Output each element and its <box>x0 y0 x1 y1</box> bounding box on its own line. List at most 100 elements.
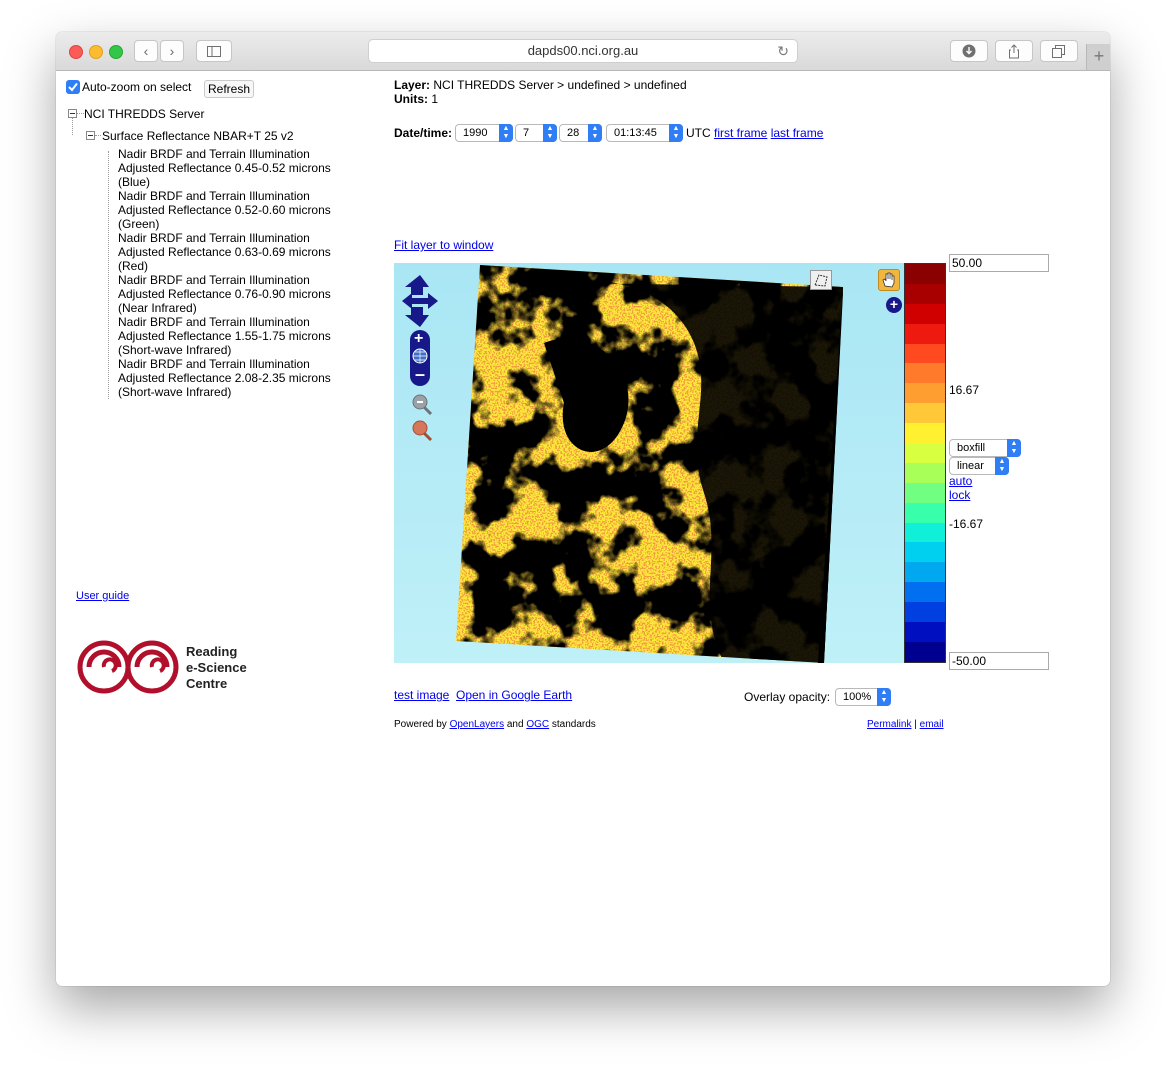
checkmark-icon <box>68 82 78 92</box>
palette-cell <box>905 383 945 404</box>
user-guide-link[interactable]: User guide <box>76 590 130 602</box>
palette-cell <box>905 343 945 364</box>
tree-leaf-near-infrared[interactable]: Nadir BRDF and Terrain Illumination Adju… <box>118 273 338 315</box>
leaf-line: (Blue) <box>118 175 151 189</box>
zoom-bar[interactable]: + – <box>410 330 430 386</box>
email-link[interactable]: email <box>919 719 944 730</box>
close-window-button[interactable] <box>69 45 83 59</box>
reload-icon[interactable]: ↻ <box>777 43 789 59</box>
tree-leaf-swir-1[interactable]: Nadir BRDF and Terrain Illumination Adju… <box>118 315 338 357</box>
plus-icon: + <box>889 296 899 312</box>
separator-text: | <box>914 719 917 730</box>
layer-switcher-toggle[interactable]: + <box>886 297 902 313</box>
palette-cell <box>905 423 945 444</box>
time-select[interactable]: 01:13:45 ▲ ▼ <box>606 124 683 142</box>
zoom-out-icon[interactable]: – <box>415 364 426 384</box>
logo-text: Reading e-Science Centre <box>186 644 247 692</box>
units-value: 1 <box>431 92 439 106</box>
sidebar-toggle-button[interactable] <box>196 40 232 62</box>
scale-max-input[interactable] <box>949 254 1049 272</box>
palette-cell <box>905 323 945 344</box>
leaf-line: Nadir BRDF and Terrain Illumination <box>118 357 310 371</box>
tree-connector <box>108 151 109 399</box>
logo-text-line: Reading <box>186 644 238 659</box>
zoom-history-forward-icon[interactable] <box>410 419 434 441</box>
palette-cell <box>905 264 945 284</box>
tree-connector <box>72 118 73 135</box>
year-value: 1990 <box>463 127 488 139</box>
autozoom-checkbox[interactable] <box>66 80 80 94</box>
openlayers-link[interactable]: OpenLayers <box>449 719 505 730</box>
tree-connector <box>95 135 101 136</box>
plus-icon: + <box>1093 46 1105 66</box>
collapse-root-icon[interactable] <box>68 109 77 118</box>
month-select[interactable]: 7 ▲ ▼ <box>515 124 557 142</box>
map-layer <box>456 265 843 663</box>
scale-min-input[interactable] <box>949 652 1049 670</box>
day-select[interactable]: 28 ▲ ▼ <box>559 124 602 142</box>
polygon-select-icon <box>814 274 828 287</box>
address-bar[interactable]: dapds00.nci.org.au ↻ <box>368 39 798 63</box>
ogc-link[interactable]: OGC <box>526 719 550 730</box>
pan-control[interactable] <box>402 273 438 329</box>
tree-leaf-green[interactable]: Nadir BRDF and Terrain Illumination Adju… <box>118 189 338 231</box>
year-select[interactable]: 1990 ▲ ▼ <box>455 124 513 142</box>
permalink-link[interactable]: Permalink <box>867 719 912 730</box>
updown-arrow-icon: ▲ ▼ <box>543 124 557 142</box>
frame-controls: UTC first frame last frame <box>686 126 823 140</box>
tree-leaf-swir-2[interactable]: Nadir BRDF and Terrain Illumination Adju… <box>118 357 338 399</box>
tree-dataset-label[interactable]: Surface Reflectance NBAR+T 25 v2 <box>102 129 294 143</box>
browser-toolbar: ‹ › dapds00.nci.org.au ↻ + <box>56 32 1110 71</box>
tree-leaf-red[interactable]: Nadir BRDF and Terrain Illumination Adju… <box>118 231 338 273</box>
scale-mid-high-label: 16.67 <box>949 383 980 397</box>
leaf-line: Adjusted Reflectance 0.76-0.90 microns <box>118 287 331 301</box>
powered-by: Powered by OpenLayers and OGC standards <box>394 719 596 730</box>
first-frame-link[interactable]: first frame <box>714 126 768 140</box>
download-icon <box>962 44 976 58</box>
scale-type-select[interactable]: linear ▲ ▼ <box>949 457 1009 475</box>
last-frame-link[interactable]: last frame <box>770 126 824 140</box>
collapse-dataset-icon[interactable] <box>86 131 95 140</box>
standards-text: standards <box>551 719 596 730</box>
layer-value: NCI THREDDS Server > undefined > undefin… <box>433 78 687 92</box>
forward-button[interactable]: › <box>160 40 184 62</box>
palette-cell <box>905 622 945 642</box>
zoom-in-icon[interactable]: + <box>414 330 424 347</box>
leaf-line: Adjusted Reflectance 0.52-0.60 microns <box>118 203 331 217</box>
palette-cell <box>905 641 945 662</box>
leaf-line: Adjusted Reflectance 0.45-0.52 microns <box>118 161 331 175</box>
tree-root-label[interactable]: NCI THREDDS Server <box>84 107 205 121</box>
leaf-line: (Green) <box>118 217 160 231</box>
palette-cell <box>905 602 945 623</box>
opacity-select[interactable]: 100% ▲ ▼ <box>835 688 891 706</box>
back-button[interactable]: ‹ <box>134 40 158 62</box>
zoom-history-back-icon[interactable] <box>410 393 434 415</box>
leaf-line: (Short-wave Infrared) <box>118 343 232 357</box>
zoom-window-button[interactable] <box>109 45 123 59</box>
tabs-overview-button[interactable] <box>1040 40 1078 62</box>
auto-scale-link[interactable]: auto <box>949 474 973 488</box>
minimize-window-button[interactable] <box>89 45 103 59</box>
downloads-button[interactable] <box>950 40 988 62</box>
tree-connector <box>77 113 84 114</box>
share-button[interactable] <box>995 40 1033 62</box>
month-value: 7 <box>523 127 530 139</box>
page-content: Auto-zoom on select Refresh NCI THREDDS … <box>56 71 1110 986</box>
map-viewport[interactable]: + – + <box>394 263 904 663</box>
globe-icon[interactable] <box>412 348 428 364</box>
fit-layer-link[interactable]: Fit layer to window <box>394 238 494 252</box>
test-image-link[interactable]: test image <box>394 688 450 702</box>
lock-scale-link[interactable]: lock <box>949 488 971 502</box>
style-select[interactable]: boxfill ▲ ▼ <box>949 439 1021 457</box>
leaf-line: Nadir BRDF and Terrain Illumination <box>118 231 310 245</box>
logo-text-line: e-Science <box>186 660 247 675</box>
refresh-button[interactable]: Refresh <box>204 80 255 98</box>
updown-arrow-icon: ▲ ▼ <box>669 124 683 142</box>
box-select-tool[interactable] <box>810 270 832 290</box>
new-tab-button[interactable]: + <box>1086 44 1110 70</box>
leaf-line: Nadir BRDF and Terrain Illumination <box>118 273 310 287</box>
updown-arrow-icon: ▲ ▼ <box>995 457 1009 475</box>
google-earth-link[interactable]: Open in Google Earth <box>456 688 573 702</box>
tree-leaf-blue[interactable]: Nadir BRDF and Terrain Illumination Adju… <box>118 147 338 189</box>
pan-tool[interactable] <box>878 269 900 291</box>
